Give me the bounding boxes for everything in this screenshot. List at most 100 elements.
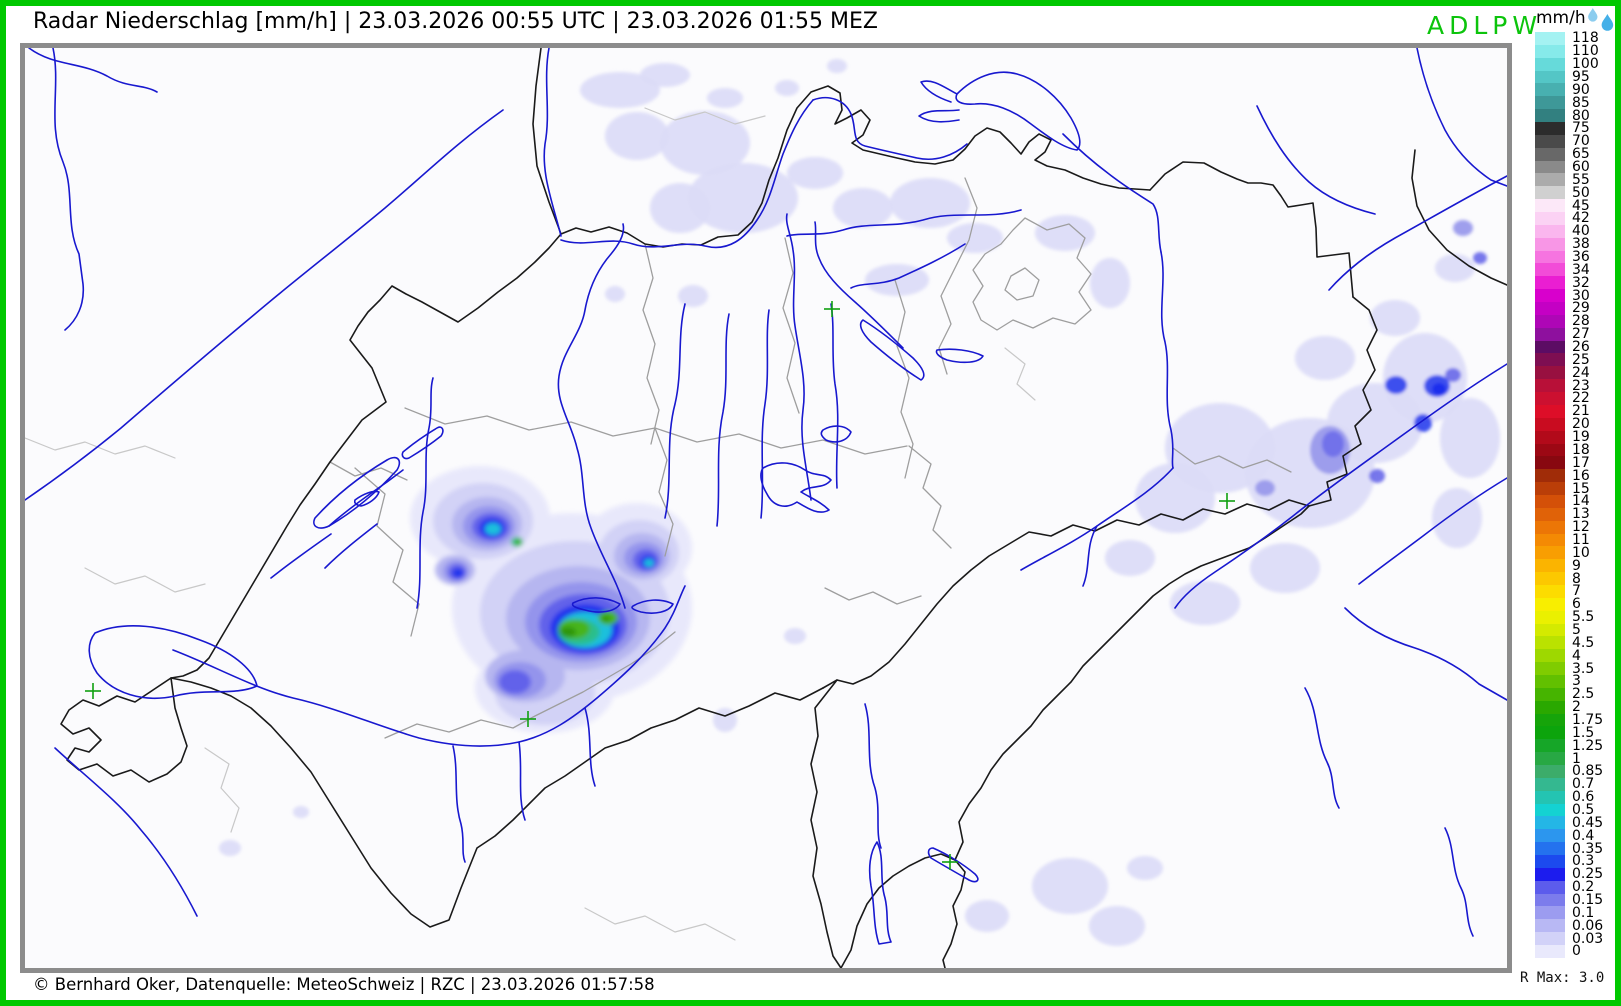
legend-row: 65 — [1535, 146, 1603, 163]
legend-value: 26 — [1572, 339, 1590, 356]
legend-value: 18 — [1572, 441, 1590, 458]
legend-value: 1.75 — [1572, 711, 1604, 728]
legend-row: 100 — [1535, 57, 1603, 71]
legend-row: 14 — [1535, 493, 1603, 510]
legend-row: 15 — [1535, 482, 1603, 496]
legend-row: 80 — [1535, 109, 1603, 123]
legend-row: 10 — [1535, 546, 1603, 560]
legend-swatch — [1535, 893, 1565, 907]
legend-swatch — [1535, 237, 1565, 251]
legend-row: 1.5 — [1535, 726, 1603, 740]
legend-swatch — [1535, 443, 1565, 457]
legend-value: 5.5 — [1572, 609, 1595, 626]
legend-swatch — [1535, 662, 1565, 675]
legend-swatch — [1535, 366, 1565, 380]
legend-swatch — [1535, 829, 1565, 843]
legend-swatch — [1535, 842, 1565, 855]
legend-swatch — [1535, 752, 1565, 765]
legend-swatch — [1535, 96, 1565, 110]
legend-row: 3 — [1535, 674, 1603, 688]
legend-swatch — [1535, 83, 1565, 97]
legend-value: 12 — [1572, 519, 1590, 536]
legend-value: 9 — [1572, 557, 1581, 574]
legend-swatch — [1535, 302, 1565, 315]
legend-row: 95 — [1535, 70, 1603, 84]
legend-row: 11 — [1535, 531, 1603, 548]
legend-value: 6 — [1572, 596, 1581, 613]
legend-value: 8 — [1572, 570, 1581, 587]
legend-value: 0.45 — [1572, 814, 1604, 831]
legend-value: 1.25 — [1572, 737, 1604, 754]
legend-row: 45 — [1535, 199, 1603, 213]
legend-value: 70 — [1572, 133, 1590, 150]
legend-swatch — [1535, 559, 1565, 573]
rmax-label: R Max: 3.0 — [1520, 970, 1605, 986]
legend-row: 0.03 — [1535, 932, 1603, 946]
legend-row: 24 — [1535, 364, 1603, 381]
legend-value: 4 — [1572, 647, 1581, 664]
legend-swatch — [1535, 456, 1565, 470]
legend-value: 0.3 — [1572, 853, 1595, 870]
legend-value: 27 — [1572, 326, 1590, 343]
legend-swatch — [1535, 945, 1565, 958]
lakes-layer — [88, 71, 1081, 945]
legend-row: 118 — [1535, 31, 1603, 45]
legend-swatch — [1535, 597, 1565, 611]
legend-value: 29 — [1572, 300, 1590, 317]
legend-swatch — [1535, 147, 1565, 161]
legend-swatch — [1535, 520, 1565, 534]
map-svg — [25, 48, 1507, 968]
legend-swatch — [1535, 906, 1565, 920]
legend-row: 0.2 — [1535, 879, 1603, 896]
city-marker-cross — [520, 711, 536, 727]
legend-row: 0.85 — [1535, 764, 1603, 778]
legend-value: 0.7 — [1572, 776, 1595, 793]
legend-value: 90 — [1572, 81, 1590, 98]
legend-value: 40 — [1572, 223, 1590, 240]
legend-value: 0.2 — [1572, 879, 1595, 896]
legend-row: 9 — [1535, 557, 1603, 574]
legend-row: 4 — [1535, 647, 1603, 664]
legend-value: 0.5 — [1572, 801, 1595, 818]
legend-swatch — [1535, 726, 1565, 740]
legend-row: 13 — [1535, 506, 1603, 523]
legend-swatch — [1535, 250, 1565, 264]
legend-row: 6 — [1535, 596, 1603, 613]
legend-value: 13 — [1572, 506, 1590, 523]
legend-value: 65 — [1572, 146, 1590, 163]
legend-swatch — [1535, 636, 1565, 650]
legend-row: 16 — [1535, 469, 1603, 483]
legend-swatch — [1535, 739, 1565, 753]
legend-row: 29 — [1535, 300, 1603, 317]
legend-swatch — [1535, 494, 1565, 508]
legend-value: 14 — [1572, 493, 1590, 510]
legend-unit-label: mm/h — [1536, 8, 1586, 28]
legend-row: 3.5 — [1535, 662, 1603, 676]
legend-row: 0.5 — [1535, 801, 1603, 818]
legend-swatch — [1535, 327, 1565, 341]
legend-value: 2 — [1572, 699, 1581, 716]
legend-row: 0.1 — [1535, 906, 1603, 920]
legend-value: 11 — [1572, 531, 1590, 548]
legend-row: 25 — [1535, 351, 1603, 368]
legend-swatch — [1535, 880, 1565, 894]
legend-swatch — [1535, 507, 1565, 521]
legend-value: 32 — [1572, 274, 1590, 291]
legend-value: 55 — [1572, 171, 1590, 188]
legend-row: 0.45 — [1535, 814, 1604, 831]
legend-row: 22 — [1535, 391, 1603, 405]
legend-swatch — [1535, 816, 1565, 830]
legend-swatch — [1535, 70, 1565, 84]
legend-value: 24 — [1572, 364, 1590, 381]
legend-row: 5.5 — [1535, 609, 1603, 626]
legend-value: 25 — [1572, 351, 1590, 368]
legend-swatch — [1535, 855, 1565, 868]
legend-row: 0.3 — [1535, 853, 1603, 870]
legend-value: 34 — [1572, 261, 1590, 278]
legend-row: 0.06 — [1535, 919, 1603, 933]
legend-value: 2.5 — [1572, 686, 1595, 703]
legend-swatch — [1535, 700, 1565, 714]
legend-row: 0 — [1535, 944, 1603, 958]
legend-swatch — [1535, 764, 1565, 778]
